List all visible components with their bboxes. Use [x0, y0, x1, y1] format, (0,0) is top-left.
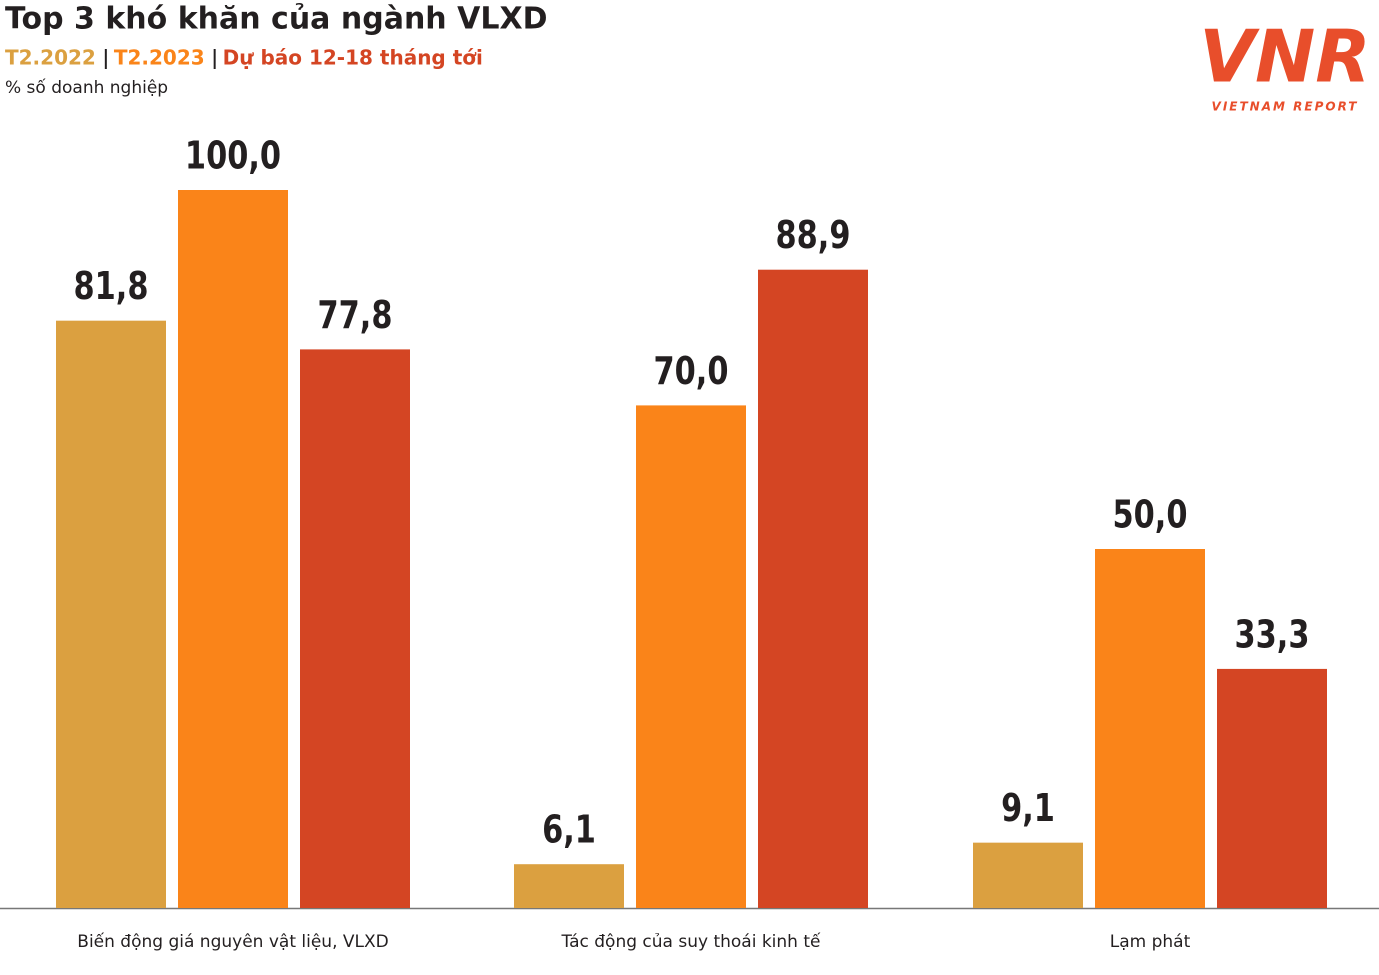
legend-entry: Dự báo 12-18 tháng tới — [223, 46, 483, 70]
value-label: 100,0 — [185, 134, 281, 178]
value-label: 70,0 — [654, 350, 729, 394]
logo-mark: VNR — [1199, 15, 1370, 99]
value-label: 33,3 — [1235, 613, 1310, 657]
bar — [973, 842, 1083, 908]
bar — [1217, 668, 1327, 908]
value-label: 88,9 — [776, 214, 851, 258]
bar — [56, 320, 166, 908]
value-label: 6,1 — [542, 808, 596, 852]
legend-entry: T2.2023 — [114, 46, 205, 70]
chart-title: Top 3 khó khăn của ngành VLXD — [5, 2, 547, 37]
value-label: 50,0 — [1113, 493, 1188, 537]
legend-entry: T2.2022 — [5, 46, 96, 70]
bar — [636, 405, 746, 908]
x-tick-label: Tác động của suy thoái kinh tế — [561, 931, 822, 952]
value-label: 9,1 — [1001, 787, 1055, 831]
bar — [300, 349, 410, 908]
y-label: % số doanh nghiệp — [5, 77, 168, 98]
logo-name: VIETNAM REPORT — [1212, 100, 1359, 114]
x-tick-label: Biến động giá nguyên vật liệu, VLXD — [77, 931, 388, 952]
bar — [514, 864, 624, 908]
bar — [758, 269, 868, 908]
value-label: 77,8 — [318, 294, 393, 338]
x-tick-label: Lạm phát — [1110, 932, 1191, 952]
bar — [178, 190, 288, 908]
value-label: 81,8 — [74, 265, 149, 309]
bar — [1095, 549, 1205, 908]
